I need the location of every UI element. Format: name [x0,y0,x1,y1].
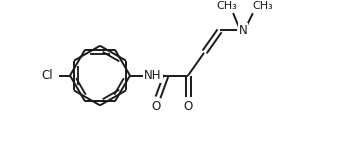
Text: N: N [239,24,247,36]
Text: O: O [151,100,161,113]
Text: Cl: Cl [41,69,53,82]
Text: CH₃: CH₃ [252,1,273,11]
Text: NH: NH [144,69,162,82]
Text: O: O [183,100,193,113]
Text: CH₃: CH₃ [217,1,237,11]
